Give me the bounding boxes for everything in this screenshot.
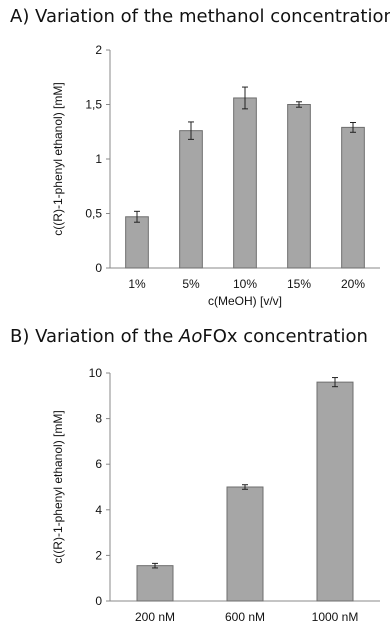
chart-b-y-axis-label: c((R)-1-phenyl ethanol) [mM]: [51, 410, 65, 563]
chart-a-y-axis-label: c((R)-1-phenyl ethanol) [mM]: [51, 82, 65, 235]
chart-b-category-label: 600 nM: [225, 610, 265, 624]
chart-a-x-axis-label: c(MeOH) [v/v]: [208, 294, 282, 308]
chart-a-y-tick-label: 0,5: [85, 207, 102, 221]
chart-b-y-tick-label: 2: [95, 548, 102, 562]
chart-a: 0 0,5 1 1,5 2 1% 5% 10% 15% 20% c((R)-1-phenyl eth…: [51, 43, 380, 308]
chart-b-category-label: 200 nM: [135, 610, 175, 624]
chart-a-category-label: 10%: [233, 277, 257, 291]
chart-a-y-tick-label: 1,5: [85, 98, 102, 112]
chart-a-category-label: 5%: [182, 277, 200, 291]
chart-b-y-tick-label: 6: [95, 457, 102, 471]
chart-a-category-label: 20%: [341, 277, 365, 291]
chart-a-category-label: 15%: [287, 277, 311, 291]
chart-b-y-tick-label: 0: [95, 594, 102, 608]
panel-b-title-prefix: B) Variation of the: [10, 326, 180, 347]
chart-b-bar: [316, 381, 354, 602]
chart-a-y-tick-label: 1: [95, 152, 102, 166]
chart-a-y-tick-label: 0: [95, 261, 102, 275]
chart-b-y-tick-label: 10: [89, 366, 103, 380]
panel-b-title: B) Variation of the AoFOx concentration: [10, 326, 368, 347]
chart-b-bar: [136, 565, 174, 602]
chart-b-category-label: 1000 nM: [312, 610, 359, 624]
panel-a-title: A) Variation of the methanol concentrati…: [10, 6, 390, 27]
chart-b-y-tick-label: 4: [95, 503, 102, 517]
panel-b-title-italic: Ao: [179, 326, 203, 347]
chart-b-bar: [226, 486, 264, 602]
chart-a-category-label: 1%: [128, 277, 146, 291]
panel-b-title-suffix: FOx concentration: [202, 326, 368, 347]
chart-b-y-tick-label: 8: [95, 412, 102, 426]
chart-a-y-tick-label: 2: [95, 43, 102, 57]
